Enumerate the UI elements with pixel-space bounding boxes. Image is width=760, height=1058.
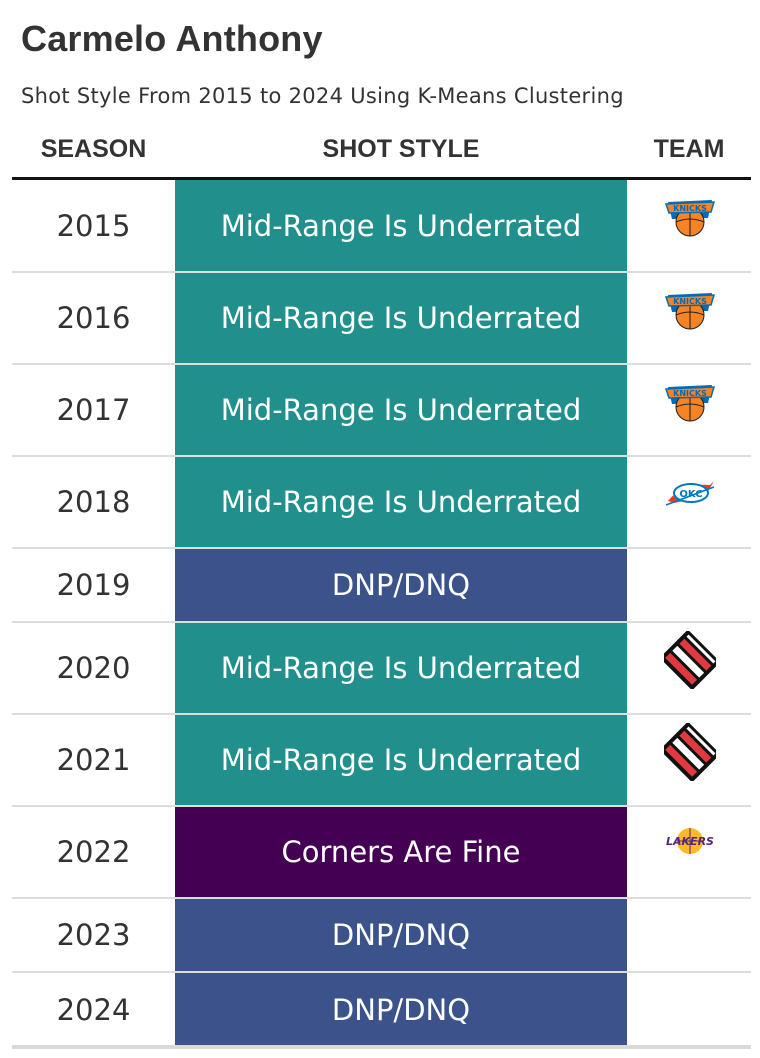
column-header-season: SEASON xyxy=(40,135,147,163)
thunder-logo-icon: OKC xyxy=(664,471,716,517)
table-row: 2019 DNP/DNQ xyxy=(12,549,751,623)
season-cell: 2017 xyxy=(56,393,131,427)
shot-style-cell: Mid-Range Is Underrated xyxy=(175,457,627,547)
season-cell: 2022 xyxy=(56,835,131,869)
team-cell: KNICKS xyxy=(627,365,751,455)
shot-style-cell: Mid-Range Is Underrated xyxy=(175,715,627,805)
table-bottom-rule xyxy=(12,1045,751,1049)
shot-style-cell: Corners Are Fine xyxy=(175,807,627,897)
knicks-logo-icon: KNICKS xyxy=(664,194,716,240)
team-cell xyxy=(627,549,751,621)
table-row: 2020 Mid-Range Is Underrated xyxy=(12,623,751,715)
svg-text:KNICKS: KNICKS xyxy=(673,297,707,306)
table-row: 2021 Mid-Range Is Underrated xyxy=(12,715,751,807)
shot-style-cell: Mid-Range Is Underrated xyxy=(175,273,627,363)
season-cell: 2024 xyxy=(56,993,131,1027)
team-cell: KNICKS xyxy=(627,273,751,363)
shot-style-cell: DNP/DNQ xyxy=(175,899,627,971)
chart-title: Carmelo Anthony xyxy=(21,18,323,59)
team-cell xyxy=(627,973,751,1047)
shot-style-cell: Mid-Range Is Underrated xyxy=(175,623,627,713)
knicks-logo-icon: KNICKS xyxy=(664,287,716,333)
shot-style-cell: Mid-Range Is Underrated xyxy=(175,365,627,455)
column-header-team: TEAM xyxy=(653,135,725,163)
shot-style-cell: DNP/DNQ xyxy=(175,549,627,621)
team-cell: KNICKS xyxy=(627,180,751,271)
season-cell: 2020 xyxy=(56,651,131,685)
season-cell: 2019 xyxy=(56,568,131,602)
trail-blazers-logo-icon xyxy=(664,631,716,689)
table-row: 2022 Corners Are Fine LAKERS xyxy=(12,807,751,899)
shot-style-cell: DNP/DNQ xyxy=(175,973,627,1047)
trail-blazers-logo-icon xyxy=(664,723,716,781)
svg-text:KNICKS: KNICKS xyxy=(673,389,707,398)
season-cell: 2015 xyxy=(56,208,131,243)
table-row: 2023 DNP/DNQ xyxy=(12,899,751,973)
knicks-logo-icon: KNICKS xyxy=(664,379,716,425)
svg-text:KNICKS: KNICKS xyxy=(673,204,707,213)
team-cell xyxy=(627,899,751,971)
header-divider xyxy=(12,177,751,180)
season-cell: 2016 xyxy=(56,301,131,335)
table-row: 2015 Mid-Range Is Underrated KNICKS xyxy=(12,180,751,273)
shot-style-table: 2015 Mid-Range Is Underrated KNICKS 2016 Mid… xyxy=(12,180,751,1047)
shot-style-cell: Mid-Range Is Underrated xyxy=(175,180,627,271)
lakers-logo-icon: LAKERS xyxy=(664,821,716,867)
team-cell xyxy=(627,623,751,713)
column-header-shot-style: SHOT STYLE xyxy=(322,135,480,163)
season-cell: 2018 xyxy=(56,485,131,519)
table-row: 2016 Mid-Range Is Underrated KNICKS xyxy=(12,273,751,365)
table-row: 2017 Mid-Range Is Underrated KNICKS xyxy=(12,365,751,457)
table-row: 2018 Mid-Range Is Underrated OKC xyxy=(12,457,751,549)
svg-text:LAKERS: LAKERS xyxy=(666,835,714,848)
team-cell: OKC xyxy=(627,457,751,547)
chart-subtitle: Shot Style From 2015 to 2024 Using K-Mea… xyxy=(21,84,624,108)
svg-text:OKC: OKC xyxy=(679,489,702,500)
team-cell xyxy=(627,715,751,805)
season-cell: 2023 xyxy=(56,918,131,952)
team-cell: LAKERS xyxy=(627,807,751,897)
table-row: 2024 DNP/DNQ xyxy=(12,973,751,1047)
season-cell: 2021 xyxy=(56,743,131,777)
